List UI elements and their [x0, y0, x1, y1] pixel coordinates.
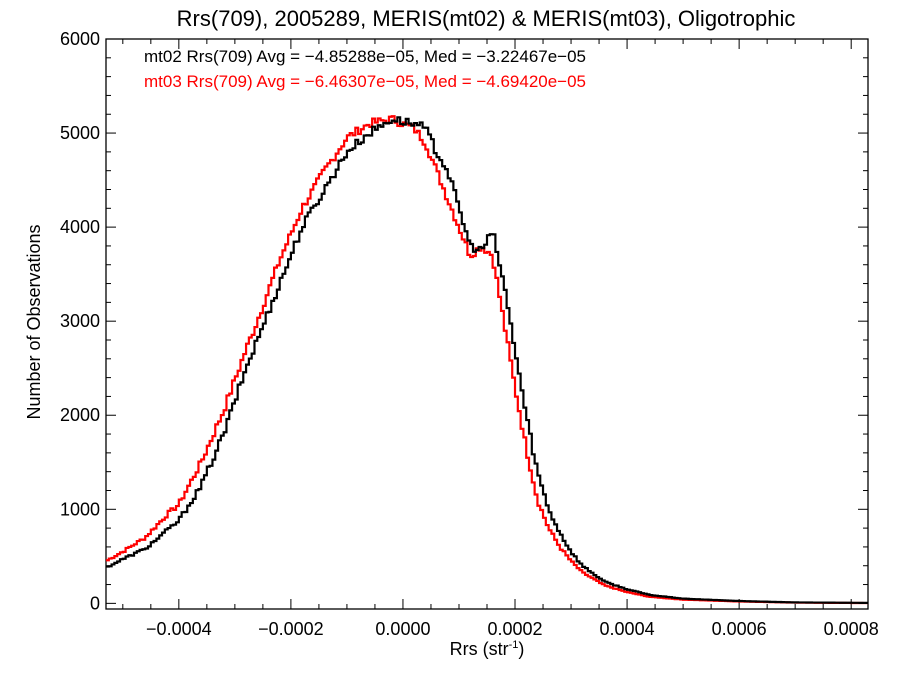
series-layer: [106, 115, 868, 605]
plot-frame: [105, 38, 869, 610]
x-axis-title-close: ): [518, 639, 524, 659]
y-axis-title: Number of Observations: [24, 224, 44, 419]
legend-entry-mt02: mt02 Rrs(709) Avg = −4.85288e−05, Med = …: [144, 47, 586, 66]
x-tick-label: 0.0006: [712, 619, 767, 639]
series-line-mt02: [106, 116, 868, 604]
x-axis-title: Rrs (str-1): [450, 639, 525, 659]
x-tick-label: 0.0000: [375, 619, 430, 639]
series-line-mt03: [106, 115, 868, 605]
x-tick-label: 0.0008: [824, 619, 879, 639]
y-tick-label: 0: [90, 593, 100, 613]
y-tick-label: 5000: [60, 123, 100, 143]
legend-entry-mt03: mt03 Rrs(709) Avg = −6.46307e−05, Med = …: [144, 72, 586, 91]
x-tick-label: −0.0002: [258, 619, 324, 639]
x-axis: −0.0004 −0.0002 0.0000 0.0002 0.0004 0.0006 0.…: [122, 39, 879, 639]
y-tick-label: 4000: [60, 217, 100, 237]
x-axis-title-main: Rrs (str: [450, 639, 509, 659]
y-tick-label: 1000: [60, 499, 100, 519]
x-tick-label: −0.0004: [146, 619, 212, 639]
legend: mt02 Rrs(709) Avg = −4.85288e−05, Med = …: [144, 47, 586, 91]
chart-title: Rrs(709), 2005289, MERIS(mt02) & MERIS(m…: [177, 6, 796, 31]
y-tick-label: 2000: [60, 405, 100, 425]
y-tick-label: 3000: [60, 311, 100, 331]
x-axis-title-superscript: -1: [509, 639, 519, 651]
y-tick-label: 6000: [60, 29, 100, 49]
x-tick-label: 0.0004: [600, 619, 655, 639]
x-tick-label: 0.0002: [487, 619, 542, 639]
y-axis: 0 1000 2000 3000 4000 5000 6000: [60, 29, 868, 613]
